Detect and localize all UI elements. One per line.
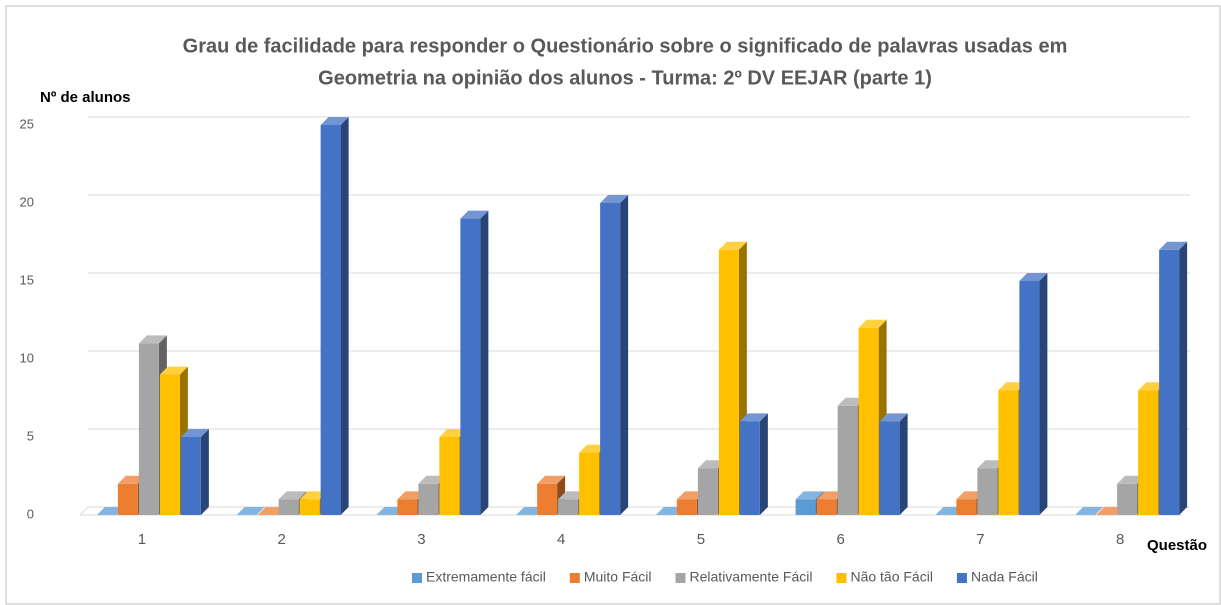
bar-face	[858, 319, 887, 328]
bar-face	[837, 405, 858, 515]
x-tick-label: 4	[557, 531, 565, 548]
bar-face	[299, 499, 320, 515]
legend-swatch	[412, 573, 422, 583]
legend-swatch	[956, 573, 967, 583]
bar	[600, 195, 629, 515]
legend-swatch	[569, 573, 580, 583]
bar-face	[1179, 241, 1188, 516]
bar	[236, 507, 265, 515]
bar-face	[278, 499, 299, 515]
bar-face	[180, 437, 201, 515]
bar-face	[858, 327, 879, 515]
bar-face	[816, 499, 837, 515]
floor-edge	[79, 506, 89, 516]
y-axis-label: Nº de alunos	[40, 89, 131, 106]
bar	[1075, 507, 1104, 515]
bar-face	[340, 117, 349, 515]
y-tick-label: 25	[20, 116, 34, 131]
bar-face	[278, 491, 307, 500]
bar-face	[1159, 241, 1188, 250]
bar-face	[1138, 390, 1159, 515]
bar-face	[600, 203, 621, 515]
bar-face	[117, 483, 138, 515]
bar	[739, 413, 768, 515]
y-tick-label: 10	[20, 350, 34, 365]
y-tick-label: 15	[20, 272, 34, 287]
bar-face	[795, 491, 824, 500]
bar-face	[718, 241, 747, 250]
legend-label: Relativamente Fácil	[690, 569, 813, 585]
bar-face	[439, 437, 460, 515]
bar	[320, 117, 349, 515]
bar-face	[739, 413, 768, 422]
x-tick-label: 3	[417, 531, 425, 548]
bar-face	[899, 413, 908, 515]
x-tick-label: 5	[697, 531, 705, 548]
bar-face	[879, 421, 900, 515]
chart-title: Geometria na opinião dos alunos - Turma:…	[318, 67, 932, 89]
legend-swatch	[836, 573, 847, 583]
chart-title: Grau de facilidade para responder o Ques…	[183, 35, 1068, 57]
bar-face	[1117, 483, 1138, 515]
bar-face	[879, 413, 908, 422]
legend-label: Não tão Fácil	[850, 569, 932, 585]
bar-face	[718, 249, 739, 516]
x-tick-label: 6	[836, 531, 844, 548]
bar-face	[159, 366, 188, 375]
bar-face	[418, 483, 439, 515]
bar-face	[460, 218, 481, 515]
legend-label: Nada Fácil	[971, 569, 1038, 585]
bar-face	[138, 343, 159, 515]
bar-face	[620, 195, 629, 515]
bar-face	[180, 429, 209, 437]
bar-face	[236, 507, 265, 515]
bar-face	[1075, 507, 1104, 515]
legend-label: Muito Fácil	[584, 569, 652, 585]
x-tick-label: 8	[1116, 531, 1124, 548]
bar-face	[460, 210, 489, 219]
bar-face	[159, 374, 180, 515]
bar-face	[1019, 273, 1048, 281]
bar-face	[697, 468, 718, 515]
y-tick-label: 0	[27, 506, 34, 521]
bar-face	[739, 421, 760, 515]
bar	[180, 429, 209, 515]
bar	[460, 210, 489, 515]
bar-face	[759, 413, 768, 515]
bar-face	[397, 499, 418, 515]
bar-face	[480, 210, 489, 515]
bar-face	[795, 499, 816, 515]
legend-swatch	[675, 573, 686, 583]
bar-face	[600, 195, 629, 203]
bar-face	[977, 468, 998, 515]
x-tick-label: 1	[138, 531, 146, 548]
bar-face	[1039, 273, 1048, 515]
bar-face	[320, 117, 349, 125]
bar-face	[956, 499, 977, 515]
bar-face	[200, 429, 209, 515]
bar	[1159, 241, 1188, 516]
bar-face	[537, 475, 566, 484]
bar-face	[1159, 249, 1180, 516]
y-tick-label: 5	[27, 428, 34, 443]
bar	[1019, 273, 1048, 515]
y-tick-label: 20	[20, 194, 34, 209]
x-axis-label: Questão	[1147, 537, 1207, 554]
bar-face	[138, 335, 167, 344]
x-tick-label: 2	[277, 531, 285, 548]
bar-face	[537, 483, 558, 515]
bar-face	[998, 390, 1019, 515]
bar-face	[676, 499, 697, 515]
bar-face	[558, 499, 579, 515]
bar-face	[1019, 281, 1040, 515]
x-tick-label: 7	[976, 531, 984, 548]
bar-face	[320, 125, 341, 515]
bar-face	[579, 452, 600, 515]
bar	[879, 413, 908, 515]
legend-label: Extremamente fácil	[426, 569, 546, 585]
